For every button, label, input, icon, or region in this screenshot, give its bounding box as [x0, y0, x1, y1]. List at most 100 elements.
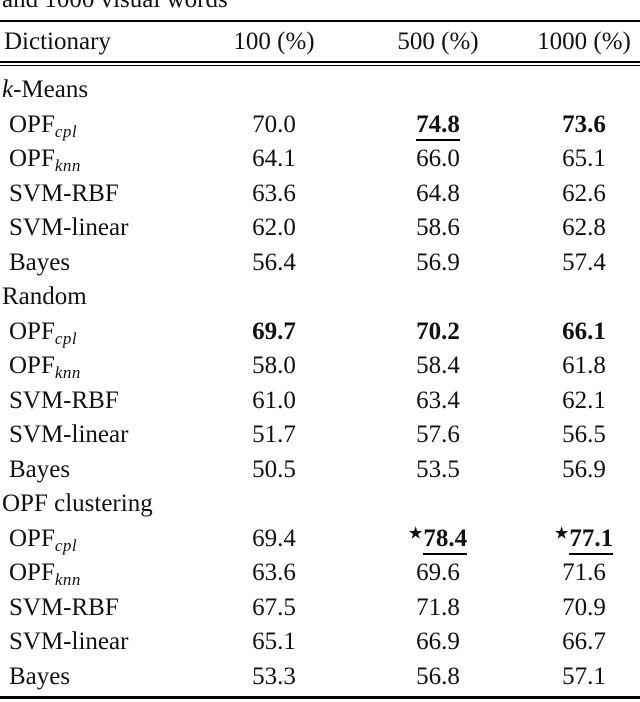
column-header-500: 500 (%) [397, 28, 479, 55]
table-row: OPFknn 64.1 66.0 65.1 [0, 142, 640, 177]
method-label: Bayes [9, 248, 71, 276]
cell-value: 69.7 [252, 317, 296, 345]
star-icon: ★ [408, 525, 423, 542]
cell-value: 51.7 [252, 421, 296, 449]
section-header-row: k-Means [0, 73, 640, 108]
section-label-italic-prefix: k [2, 76, 14, 104]
cell-value: 63.6 [252, 559, 296, 587]
cell-value: 65.1 [562, 145, 606, 173]
value-cell: 70.0 [200, 111, 348, 139]
method-label: OPFknn [9, 352, 81, 383]
cell-value: 62.8 [562, 214, 606, 242]
cell-value: 70.0 [252, 110, 296, 138]
value-cell: 56.5 [528, 421, 640, 449]
star-icon: ★ [554, 525, 569, 542]
column-header-dictionary: Dictionary [4, 28, 111, 55]
cell-value: 66.0 [416, 145, 460, 173]
table-bottom-rule [0, 696, 640, 699]
value-cell: 64.8 [348, 180, 528, 208]
value-cell: 66.9 [348, 628, 528, 656]
cell-value: 71.6 [562, 559, 606, 587]
value-cell: 66.7 [528, 628, 640, 656]
cell-value: 63.6 [252, 179, 296, 207]
cell-value: 56.5 [562, 421, 606, 449]
cell-value: 66.1 [562, 317, 606, 345]
method-subscript: knn [54, 156, 81, 176]
value-cell: 56.8 [348, 663, 528, 691]
method-label: Bayes [9, 662, 71, 690]
cell-value: 70.2 [416, 317, 460, 345]
table-body: k-Means OPFcpl 70.0 74.8 73.6 OPFknn 64.1 66.0 6… [0, 73, 640, 694]
table-row: SVM-linear 51.7 57.6 56.5 [0, 418, 640, 453]
section-label: Random [2, 283, 87, 311]
value-cell: 50.5 [200, 456, 348, 484]
method-label: SVM-RBF [9, 179, 119, 207]
cell-value: 50.5 [252, 455, 296, 483]
method-subscript: knn [54, 570, 81, 590]
method-label: SVM-linear [9, 628, 129, 656]
cell-value: 57.1 [562, 662, 606, 690]
cell-value: 73.6 [562, 110, 606, 138]
value-cell: 70.2 [348, 318, 528, 346]
method-subscript: knn [54, 363, 81, 383]
method-label: SVM-RBF [9, 386, 119, 414]
value-cell: 58.0 [200, 352, 348, 380]
method-subscript: cpl [54, 121, 78, 141]
value-cell: 64.1 [200, 145, 348, 173]
cell-value: 56.4 [252, 248, 296, 276]
value-cell: 56.9 [348, 249, 528, 277]
method-subscript: cpl [54, 535, 78, 555]
method-label: OPFknn [9, 559, 81, 590]
cell-value: 70.9 [562, 593, 606, 621]
cell-value: 58.6 [416, 214, 460, 242]
value-cell: 62.6 [528, 180, 640, 208]
section-label: k-Means [2, 76, 89, 104]
method-label: SVM-linear [9, 214, 129, 242]
method-label: OPFcpl [9, 110, 78, 141]
method-label: SVM-linear [9, 421, 129, 449]
table-row: SVM-RBF 61.0 63.4 62.1 [0, 384, 640, 419]
cell-value: 69.6 [416, 559, 460, 587]
cell-value: 61.8 [562, 352, 606, 380]
value-cell: ★77.1 [528, 524, 640, 555]
value-cell: 69.4 [200, 525, 348, 553]
method-label: OPFcpl [9, 317, 78, 348]
value-cell: 62.1 [528, 387, 640, 415]
value-cell: 67.5 [200, 594, 348, 622]
table-row: OPFknn 63.6 69.6 71.6 [0, 556, 640, 591]
cell-value: 56.9 [562, 455, 606, 483]
cell-value: 64.8 [416, 179, 460, 207]
table-row: Bayes 56.4 56.9 57.4 [0, 246, 640, 281]
cell-value: 71.8 [416, 593, 460, 621]
value-cell: 58.4 [348, 352, 528, 380]
value-cell: 73.6 [528, 111, 640, 139]
value-cell: ★78.4 [348, 524, 528, 555]
cell-value: 62.0 [252, 214, 296, 242]
value-cell: 65.1 [528, 145, 640, 173]
value-cell: 65.1 [200, 628, 348, 656]
cell-value: 78.4 [423, 524, 468, 555]
value-cell: 66.1 [528, 318, 640, 346]
value-cell: 53.5 [348, 456, 528, 484]
cell-value: 56.9 [416, 248, 460, 276]
cell-value: 66.7 [562, 628, 606, 656]
value-cell: 57.1 [528, 663, 640, 691]
table-row: OPFcpl 70.0 74.8 73.6 [0, 108, 640, 143]
value-cell: 63.6 [200, 180, 348, 208]
cell-value: 69.4 [252, 524, 296, 552]
table-row: Bayes 50.5 53.5 56.9 [0, 453, 640, 488]
section-header-row: Random [0, 280, 640, 315]
cell-value: 66.9 [416, 628, 460, 656]
value-cell: 58.6 [348, 214, 528, 242]
cell-value: 77.1 [569, 524, 614, 555]
method-label: SVM-RBF [9, 593, 119, 621]
cell-value: 65.1 [252, 628, 296, 656]
table-caption-fragment: and 1000 visual words [2, 0, 228, 14]
value-cell: 66.0 [348, 145, 528, 173]
value-cell: 61.8 [528, 352, 640, 380]
cell-value: 62.1 [562, 386, 606, 414]
cell-value: 62.6 [562, 179, 606, 207]
value-cell: 69.6 [348, 559, 528, 587]
cell-value: 61.0 [252, 386, 296, 414]
method-subscript: cpl [54, 328, 78, 348]
